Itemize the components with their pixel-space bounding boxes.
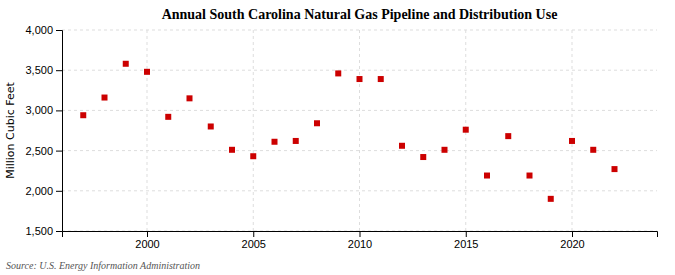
tick: 3,500 (25, 64, 62, 76)
grid-line (359, 30, 360, 231)
tick-label: 2000 (135, 238, 159, 250)
point (484, 173, 490, 179)
point (548, 196, 554, 202)
point (80, 112, 86, 118)
tick-label: 3,500 (25, 64, 53, 76)
grid-line (572, 30, 573, 231)
grid-line (253, 30, 254, 231)
point (399, 143, 405, 149)
x-axis: 2000 2005 2010 2015 2020 (63, 231, 658, 250)
tick-label: 2010 (348, 238, 372, 250)
tick-mark (466, 231, 467, 237)
y-axis: 1,500 2,000 2,500 3,000 3,500 4,000 (25, 24, 62, 237)
tick: 2005 (242, 231, 266, 250)
point (144, 69, 150, 75)
point (208, 123, 214, 129)
tick: 3,000 (25, 104, 62, 116)
tick-mark (56, 70, 62, 71)
point (505, 133, 511, 139)
tick: 2,500 (25, 145, 62, 157)
grid (62, 30, 657, 231)
y-axis-label: Million Cubic Feet (4, 81, 17, 178)
tick-mark (56, 151, 62, 152)
point (123, 61, 129, 67)
tick: 2015 (454, 231, 478, 250)
point (229, 147, 235, 153)
axis-line (56, 31, 63, 232)
tick-label: 2020 (560, 238, 584, 250)
point (250, 153, 256, 159)
tick-label: 4,000 (25, 24, 53, 36)
source-note: Source: U.S. Energy Information Administ… (6, 260, 200, 271)
point (527, 173, 533, 179)
point (378, 76, 384, 82)
point (569, 138, 575, 144)
point (314, 120, 320, 126)
tick-label: 2015 (454, 238, 478, 250)
tick: 2,000 (25, 185, 62, 197)
point (357, 76, 363, 82)
tick-mark (253, 231, 254, 237)
tick-mark (360, 231, 361, 237)
point (442, 147, 448, 153)
points (80, 61, 617, 202)
tick-mark (56, 191, 62, 192)
tick: 4,000 (25, 24, 62, 36)
point (293, 138, 299, 144)
point (187, 95, 193, 101)
tick: 2010 (348, 231, 372, 250)
axis-line (63, 232, 658, 238)
point (463, 127, 469, 133)
point (420, 154, 426, 160)
tick-label: 2,000 (25, 185, 53, 197)
grid-line (62, 190, 657, 191)
tick-label: 3,000 (25, 104, 53, 116)
point (102, 95, 108, 101)
tick-mark (572, 231, 573, 237)
tick: 2020 (560, 231, 584, 250)
point (612, 166, 618, 172)
point (272, 139, 278, 145)
tick: 2000 (135, 231, 159, 250)
grid-line (147, 30, 148, 231)
tick: 1,500 (25, 225, 62, 237)
point (165, 114, 171, 120)
plot-area: 2000 2005 2010 2015 2020 1,500 2,000 2,500 3,000… (25, 24, 657, 250)
tick-mark (147, 231, 148, 237)
tick-label: 2005 (242, 238, 266, 250)
tick-mark (56, 110, 62, 111)
title: Annual South Carolina Natural Gas Pipeli… (162, 7, 558, 22)
chart: 2000 2005 2010 2015 2020 1,500 2,000 2,500 3,000… (0, 0, 675, 275)
point (590, 147, 596, 153)
tick-mark (56, 231, 62, 232)
tick-label: 1,500 (25, 225, 53, 237)
point (335, 70, 341, 76)
tick-mark (56, 30, 62, 31)
tick-label: 2,500 (25, 145, 53, 157)
grid-line (62, 70, 657, 71)
